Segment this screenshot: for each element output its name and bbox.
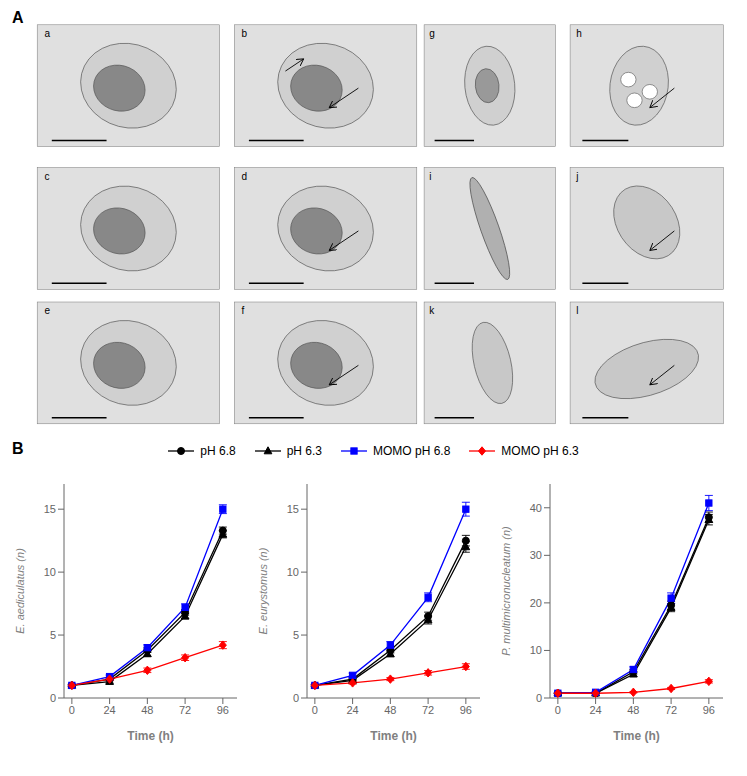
- svg-text:10: 10: [44, 566, 56, 578]
- svg-text:l: l: [576, 305, 578, 316]
- svg-text:b: b: [242, 28, 248, 39]
- svg-text:24: 24: [346, 704, 358, 716]
- svg-text:Time (h): Time (h): [613, 729, 659, 743]
- svg-text:72: 72: [422, 704, 434, 716]
- svg-text:0: 0: [555, 704, 561, 716]
- svg-text:40: 40: [530, 502, 542, 514]
- svg-text:j: j: [575, 171, 578, 182]
- svg-text:72: 72: [179, 704, 191, 716]
- svg-text:c: c: [45, 171, 50, 182]
- svg-text:72: 72: [665, 704, 677, 716]
- svg-text:48: 48: [384, 704, 396, 716]
- svg-text:f: f: [242, 305, 245, 316]
- svg-text:Time (h): Time (h): [370, 729, 416, 743]
- svg-text:15: 15: [44, 503, 56, 515]
- html-text:MOMO pH 6.3: MOMO pH 6.3: [501, 444, 579, 458]
- svg-text:h: h: [576, 28, 582, 39]
- svg-text:24: 24: [103, 704, 115, 716]
- svg-text:d: d: [242, 171, 248, 182]
- svg-text:15: 15: [287, 503, 299, 515]
- svg-text:10: 10: [530, 644, 542, 656]
- html-text:pH 6.3: pH 6.3: [286, 444, 322, 458]
- svg-text:20: 20: [530, 597, 542, 609]
- svg-text:0: 0: [50, 692, 56, 704]
- svg-text:48: 48: [627, 704, 639, 716]
- svg-text:5: 5: [50, 629, 56, 641]
- svg-text:Time (h): Time (h): [127, 729, 173, 743]
- svg-text:48: 48: [141, 704, 153, 716]
- html-text:B: B: [12, 440, 24, 457]
- svg-text:96: 96: [217, 704, 229, 716]
- svg-text:24: 24: [589, 704, 601, 716]
- svg-text:0: 0: [312, 704, 318, 716]
- svg-text:E. eurystomus (n): E. eurystomus (n): [257, 547, 269, 634]
- svg-text:i: i: [429, 171, 431, 182]
- svg-text:P. multimicronucleatum (n): P. multimicronucleatum (n): [500, 526, 512, 656]
- svg-text:E. aediculatus (n): E. aediculatus (n): [14, 548, 26, 634]
- svg-text:g: g: [429, 28, 435, 39]
- svg-text:e: e: [45, 305, 51, 316]
- svg-text:0: 0: [69, 704, 75, 716]
- svg-text:A: A: [12, 9, 24, 26]
- svg-text:5: 5: [293, 629, 299, 641]
- html-text:pH 6.8: pH 6.8: [200, 444, 236, 458]
- html-text:MOMO pH 6.8: MOMO pH 6.8: [373, 444, 451, 458]
- svg-text:96: 96: [703, 704, 715, 716]
- svg-text:0: 0: [293, 692, 299, 704]
- svg-text:30: 30: [530, 549, 542, 561]
- svg-text:0: 0: [536, 692, 542, 704]
- svg-text:10: 10: [287, 566, 299, 578]
- svg-text:a: a: [45, 28, 51, 39]
- svg-text:96: 96: [460, 704, 472, 716]
- svg-text:k: k: [429, 305, 435, 316]
